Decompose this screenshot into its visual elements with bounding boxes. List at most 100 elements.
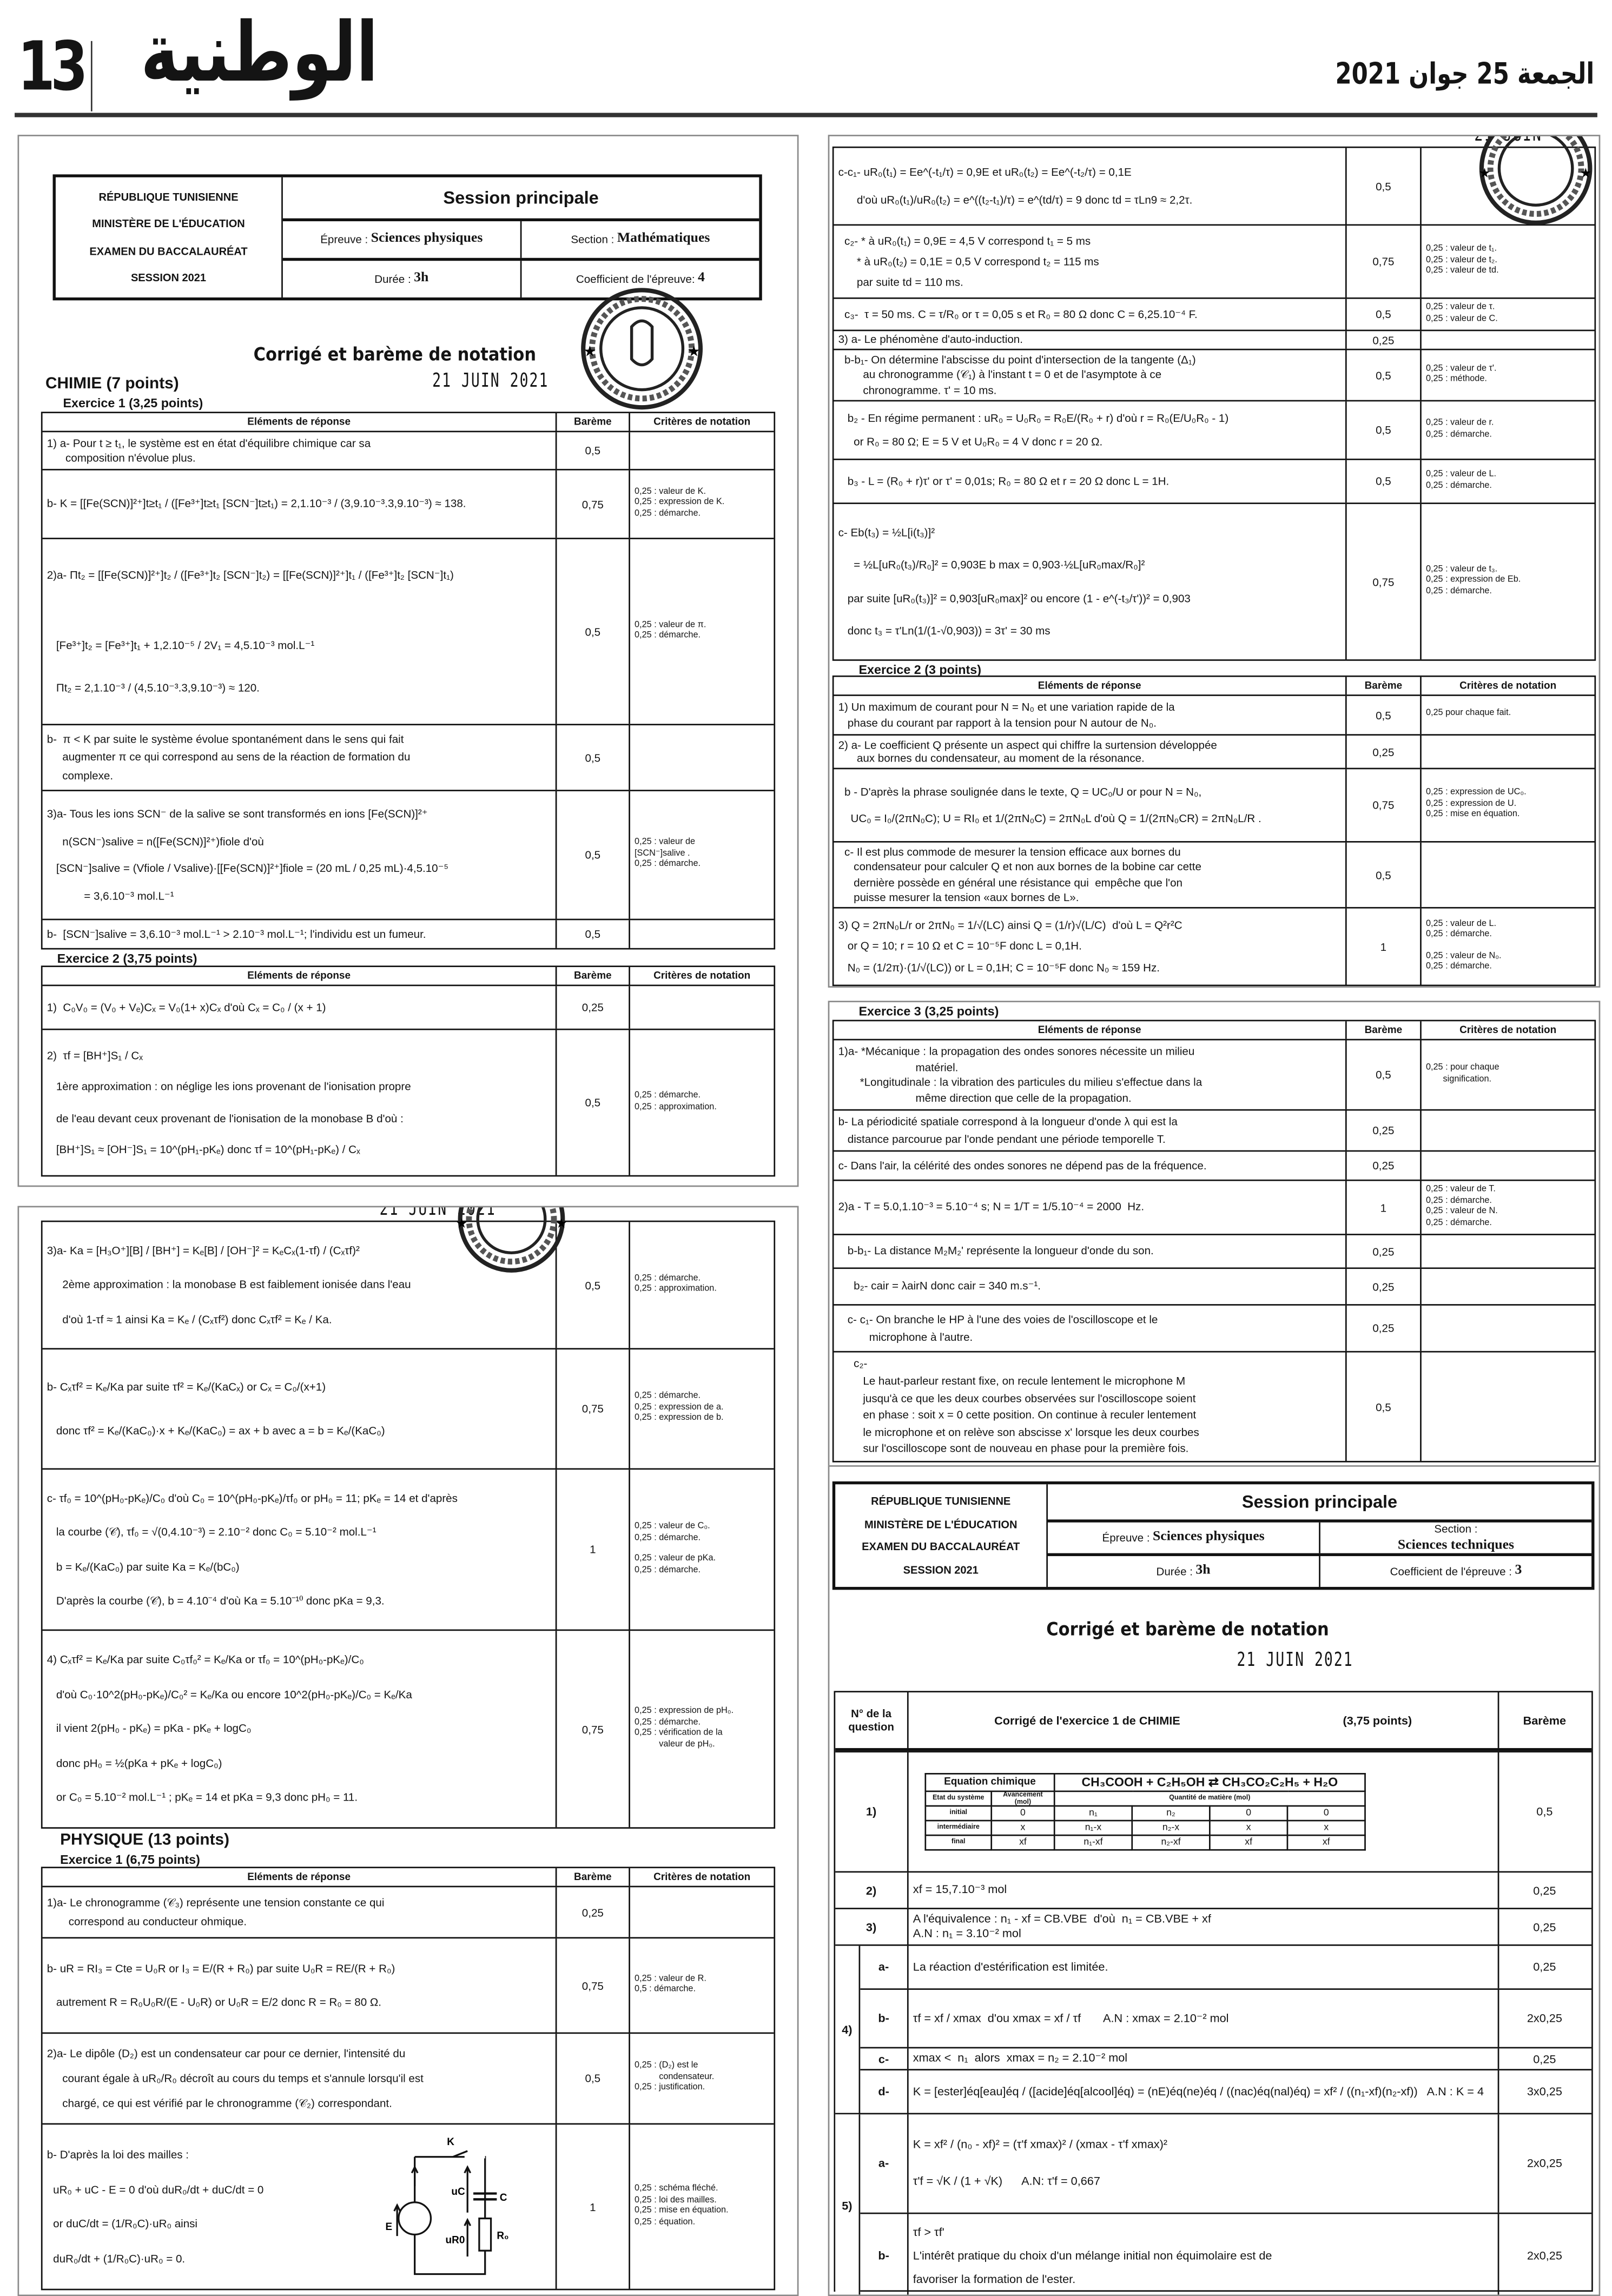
coef-cell: Coefficient de l'épreuve: 4	[520, 261, 759, 297]
answer-line: xmax < n₁ alors xmax = n₂ = 2.10⁻² mol	[913, 2052, 1128, 2065]
answer-cell: 3) a- Le phénomène d'auto-induction.	[834, 331, 1345, 349]
date-stamp: 21 JUIN 2021	[379, 1206, 496, 1221]
answer-line: complexe.	[47, 769, 114, 783]
criteria-line: 0,25 pour chaque fait.	[1425, 709, 1511, 719]
bareme-cell: 1	[555, 1470, 629, 1630]
table-row: c- Dans l'air, la célérité des ondes son…	[834, 1150, 1595, 1180]
quantity-cell: 0	[1208, 1805, 1289, 1822]
criteria-line: 0,25 : expression de a.	[635, 1403, 724, 1412]
answer-line: 4) Cₓτf² = Kₑ/Ka par suite C₀τf₀² = Kₑ/K…	[47, 1653, 364, 1667]
table-row: c₂- * à uR₀(t₁) = 0,9E = 4,5 V correspon…	[834, 224, 1595, 297]
bareme-cell: 0,25	[555, 1887, 629, 1937]
table-row: c- c₁- On branche le HP à l'une des voie…	[834, 1304, 1595, 1351]
answer-line: le microphone et on relève son abscisse …	[838, 1425, 1199, 1439]
table-row: b- D'après la loi des mailles : uR₀ + uC…	[42, 2123, 774, 2289]
physique-ex1-table: Eléments de réponse Barème Critères de not…	[41, 1867, 776, 2291]
answer-line: donc t₃ = τ'Ln(1/(1-√0,903)) = 3τ' = 30 …	[838, 624, 1051, 638]
answer-cell: c- τf₀ = 10^(pH₀-pKₑ)/C₀ d'où C₀ = 10^(p…	[43, 1470, 556, 1629]
answer-line: c₂- * à uR₀(t₁) = 0,9E = 4,5 V correspon…	[838, 234, 1091, 248]
criteria-line: 0,25 : démarche.	[1425, 1196, 1492, 1206]
bareme-cell: 0,5	[1345, 842, 1420, 907]
bareme-cell: 0,25	[1345, 735, 1420, 768]
answer-line: d'où C₀·10^2(pH₀-pKₑ)/C₀² = Kₑ/Ka ou enc…	[47, 1688, 412, 1702]
criteria-line: 0,25 : valeur de T.	[1425, 1185, 1496, 1194]
criteria-line: [SCN⁻]salive .	[635, 849, 690, 858]
answer-line: aux bornes du condensateur, au moment de…	[838, 752, 1145, 765]
table-row: 2)a- Πt₂ = [[Fe(SCN)]²⁺]t₂ / ([Fe³⁺]t₂ […	[42, 538, 774, 724]
svg-text:★: ★	[583, 342, 596, 359]
criteria-line: 0,25 : loi des mailles.	[635, 2195, 717, 2205]
answer-line: jusqu'à ce que les deux courbes observée…	[838, 1391, 1196, 1405]
coef-label: Coefficient de l'épreuve:	[576, 272, 695, 286]
correction-title: Corrigé et barème de notation	[1046, 1617, 1329, 1640]
answer-line: chronogramme. τ' = 10 ms.	[838, 383, 997, 397]
answer-line: dernière possède en général une résistan…	[838, 875, 1182, 889]
duree-label: Durée :	[1156, 1565, 1193, 1578]
table-row: a- La réaction d'estérification est limit…	[835, 1944, 1592, 1989]
answer-cell: 2) a- Le coefficient Q présente un aspec…	[834, 736, 1345, 768]
answer-cell: c- Eb(t₃) = ½L[i(t₃)]² = ½L[uR₀(t₃)/R₀]²…	[834, 504, 1345, 659]
official-seal-icon: ★ ★	[1478, 136, 1593, 225]
criteria-line: 0,25 : valeur de R.	[635, 1974, 706, 1983]
coef-cell: Coefficient de l'épreuve :3	[1319, 1556, 1591, 1587]
header-rule	[15, 113, 1597, 117]
criteria-line: 0,25 : valeur de	[635, 838, 696, 848]
answer-cell: b- Cₓτf² = Kₑ/Ka par suite τf² = Kₑ/(KaC…	[43, 1349, 556, 1468]
answer-line: b- [SCN⁻]salive = 3,6.10⁻³ mol.L⁻¹ > 2.1…	[47, 927, 426, 941]
answer-cell: A l'équivalence : n₁ - xf = CB.VBE d'où …	[907, 1909, 1498, 1944]
answer-cell: τf > τf' L'intérêt pratique du choix d'un…	[907, 2214, 1498, 2295]
tech-chimie-table: N° de la question Corrigé de l'exercice 1…	[834, 1691, 1593, 2295]
exercise-heading: Exercice 2 (3,75 points)	[57, 951, 197, 966]
answer-line: c-c₁- uR₀(t₁) = Ee^(-t₁/τ) = 0,9E et uR₀…	[838, 165, 1132, 178]
table-row: a- K = xf² / (n₀ - xf)² = (τ'f xmax)² / (…	[835, 2113, 1592, 2213]
answer-line: b₂- cair = λairN donc cair = 340 m.s⁻¹.	[838, 1280, 1041, 1293]
bareme-cell: 0,5	[1497, 1752, 1590, 1871]
table-row: b-τf > τf' L'intérêt pratique du choix d'…	[860, 2212, 1592, 2295]
criteria-line: 0,25 : équation.	[635, 2218, 696, 2227]
ministry-line: EXAMEN DU BACCALAURÉAT	[862, 1540, 1020, 1554]
physique-heading: PHYSIQUE (13 points)	[60, 1831, 230, 1849]
table-row: c₂- Le haut-parleur restant fixe, on rec…	[834, 1351, 1595, 1461]
table-row: b - D'après la phrase soulignée dans le …	[834, 767, 1595, 842]
section-label: Section :	[571, 233, 615, 246]
criteria-line: 0,25 : vérification de la	[635, 1729, 723, 1738]
criteria-line: 0,25 : démarche.	[1425, 430, 1492, 439]
answer-line: matériel.	[838, 1060, 959, 1074]
answer-line: en phase : soit x = 0 cette position. On…	[838, 1408, 1197, 1422]
answer-line: augmenter π ce qui correspond au sens de…	[47, 751, 411, 764]
criteria-line: 0,25 : (D₂) est le	[635, 2062, 698, 2071]
table-row: c-c₁- uR₀(t₁) = Ee^(-t₁/τ) = 0,9E et uR₀…	[834, 148, 1594, 224]
answer-line: par suite [uR₀(t₃)]² = 0,903[uR₀max]² ou…	[838, 591, 1191, 605]
criteria-cell: 0,25 : pour chaque signification.	[1420, 1040, 1594, 1109]
epreuve-label: Épreuve :	[1102, 1531, 1150, 1544]
answer-line: or Q = 10; r = 10 Ω et C = 10⁻⁵F donc L …	[838, 939, 1082, 954]
coef-label: Coefficient de l'épreuve :	[1390, 1565, 1512, 1578]
answer-cell: b- π < K par suite le système évolue spo…	[43, 725, 556, 790]
table-row: b-b₁- La distance M₂M₂' représente la lo…	[834, 1234, 1595, 1268]
criteria-line: 0,25 : démarche.	[635, 510, 701, 519]
criteria-cell: 0,25 : démarche. 0,25 : expression de a. 0…	[629, 1349, 774, 1468]
answer-line: b- Cₓτf² = Kₑ/Ka par suite τf² = Kₑ/(KaC…	[47, 1380, 326, 1394]
table-header-row: Eléments de réponse Barème Critères de not…	[834, 1021, 1594, 1039]
criteria-cell	[1420, 1305, 1594, 1351]
answer-line: puisse mesurer la tension «aux bornes de…	[838, 890, 1079, 904]
criteria-line: 0,5 : démarche.	[635, 1985, 696, 1995]
table-row: 1) Un maximum de courant pour N = N₀ et …	[834, 694, 1595, 735]
bareme-cell: 2x0,25	[1497, 2114, 1590, 2213]
question-group-number: 5)	[835, 2114, 861, 2295]
answer-line: 1)a- *Mécanique : la propagation des ond…	[838, 1044, 1195, 1058]
criteria-cell: 0,25 : valeur de τ'. 0,25 : méthode.	[1420, 350, 1594, 400]
ministry-line: EXAMEN DU BACCALAURÉAT	[89, 244, 248, 258]
answer-cell: c₃- τ = 50 ms. C = τ/R₀ or τ = 0,05 s et…	[834, 299, 1345, 330]
answer-line: *Longitudinale : la vibration des partic…	[838, 1076, 1203, 1089]
criteria-line: 0,25 : valeur de N.	[1425, 1207, 1498, 1216]
bareme-cell: 0,5	[1345, 350, 1420, 400]
table-row: 2)a- Le dipôle (D₂) est un condensateur …	[42, 2032, 774, 2123]
table-row: c- τf₀ = 10^(pH₀-pKₑ)/C₀ d'où C₀ = 10^(p…	[42, 1468, 774, 1630]
criteria-line: 0,25 : valeur de τ.	[1425, 303, 1495, 313]
answer-line: N₀ = (1/2π)·(1/√(LC)) or L = 0,1H; C = 1…	[838, 961, 1160, 975]
quantity-cell: n₂-x	[1131, 1819, 1211, 1836]
answer-cell: 1) C₀V₀ = (V₀ + Vₑ)Cₓ = V₀(1+ x)Cₓ d'où …	[43, 986, 556, 1029]
table-row: 3) A l'équivalence : n₁ - xf = CB.VBE d'o…	[835, 1908, 1592, 1944]
answer-line: correspond au conducteur ohmique.	[47, 1915, 247, 1929]
